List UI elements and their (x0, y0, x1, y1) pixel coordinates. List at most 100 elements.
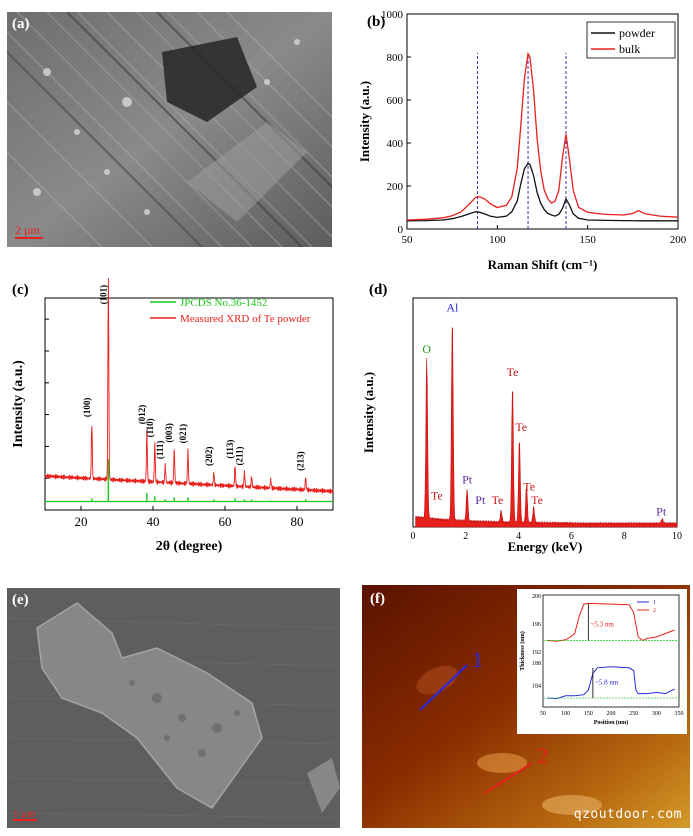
inset-legend-label-1: 1 (653, 600, 656, 606)
element-label: Te (523, 479, 535, 493)
y-axis-label: Intensity (a.u.) (11, 360, 26, 448)
afm-trace-line-1 (419, 664, 468, 711)
panel-label-d: (d) (369, 282, 388, 298)
element-label: Te (431, 489, 443, 503)
inset-annotation-2: ~5.3 nm (591, 621, 615, 629)
element-label: O (422, 342, 431, 356)
panel-e: 1 μm (e) (7, 588, 340, 828)
peak-label: (213) (296, 451, 306, 471)
inset-y-tick-label: 192 (532, 650, 541, 656)
inset-x-tick-label: 250 (629, 711, 638, 717)
element-label: Te (492, 493, 504, 507)
x-tick-label: 0 (411, 531, 416, 542)
element-label: Te (515, 420, 527, 434)
panel-f: 1 2 200 196 192 188 184 50 100 150 200 250 300 350 ~… (362, 585, 690, 828)
inset-y-tick-label: 188 (532, 661, 541, 667)
peak-label: (101) (98, 285, 108, 305)
element-label: Pt (656, 505, 667, 519)
peak-label: (110) (145, 418, 155, 437)
panel-d: 0 2 4 6 8 10 O Al Te Pt Pt Te Te Te Te Te Pt Energy (keV)… (345, 278, 693, 568)
inset-y-axis-label: Thickness (nm) (519, 631, 526, 671)
panel-label-a: (a) (12, 16, 30, 32)
plot-frame (406, 13, 679, 230)
afm-profile-chart: 200 196 192 188 184 50 100 150 200 250 300 350 ~5.3 … (519, 594, 684, 726)
y-axis-label: Intensity (a.u.) (357, 81, 372, 162)
legend-label-powder: powder (619, 26, 655, 40)
raman-chart: 0 200 400 600 800 1000 50 100 150 200 powder bulk Ra… (357, 9, 687, 272)
panel-label-e: (e) (12, 592, 29, 608)
y-tick-label: 400 (387, 138, 404, 150)
scale-bar-label-a: 2 μm (15, 223, 40, 237)
inset-series-1 (547, 666, 675, 700)
peak-label: (211) (234, 446, 244, 465)
inset-y-tick-label: 200 (532, 594, 541, 600)
element-label: Al (446, 301, 459, 315)
xrd-chart: 20 40 60 80 (100) (101) (012)(110)(111)(003) (0… (11, 277, 334, 554)
x-axis-label: Raman Shift (cm⁻¹) (488, 257, 598, 272)
series-line-powder (406, 162, 678, 222)
panel-a: 2 μm (a) (7, 12, 332, 247)
inset-x-axis-label: Position (nm) (594, 719, 629, 726)
inset-series-2 (547, 602, 675, 642)
x-tick-label: 200 (670, 234, 687, 246)
panel-label-b: (b) (367, 14, 386, 30)
y-tick-label: 1000 (381, 9, 404, 21)
inset-y-tick-label: 184 (532, 684, 541, 690)
inset-x-tick-label: 300 (652, 711, 661, 717)
x-tick-label: 10 (672, 531, 682, 542)
inset-x-tick-label: 150 (584, 711, 593, 717)
element-label: Pt (462, 472, 473, 486)
afm-trace-label-1: 1 (472, 647, 483, 672)
eds-spectrum (415, 327, 678, 528)
sem-image-e: 1 μm (7, 588, 340, 828)
x-tick-label: 4 (516, 531, 521, 542)
x-tick-label: 50 (402, 234, 414, 246)
legend-label-bulk: bulk (619, 42, 640, 56)
peak-label: (021) (178, 424, 188, 444)
legend-label: JPCDS No.36-1452 (180, 297, 267, 309)
panel-b: 0 200 400 600 800 1000 50 100 150 200 powder bulk Ra… (345, 0, 693, 280)
inset-frame (542, 594, 680, 708)
x-tick-label: 60 (219, 514, 232, 529)
peak-label: (113) (225, 440, 235, 459)
afm-inset: 200 196 192 188 184 50 100 150 200 250 300 350 ~5.3 … (517, 589, 687, 734)
measured-xrd-line (44, 277, 334, 494)
x-tick-label: 20 (75, 514, 88, 529)
y-tick-label: 200 (387, 181, 404, 193)
element-label: Pt (475, 493, 486, 507)
inset-legend-label-2: 2 (653, 608, 656, 614)
panel-label-f: (f) (370, 591, 385, 607)
legend-label: Measured XRD of Te powder (180, 313, 311, 325)
y-tick-label: 800 (387, 52, 404, 64)
x-tick-label: 80 (291, 514, 304, 529)
y-tick-label: 0 (398, 224, 404, 236)
panel-label-c: (c) (12, 282, 29, 298)
inset-x-tick-label: 100 (561, 711, 570, 717)
x-tick-label: 150 (579, 234, 596, 246)
legend-box (586, 21, 676, 59)
peak-label: (111) (155, 441, 165, 460)
x-tick-label: 8 (622, 531, 627, 542)
inset-annotation-1: ~5.8 nm (595, 679, 619, 687)
x-axis-label: Energy (keV) (508, 539, 583, 554)
x-axis-label: 2θ (degree) (156, 539, 223, 554)
plot-frame (44, 297, 334, 511)
y-tick-label: 600 (387, 95, 404, 107)
watermark: qzoutdoor.com (573, 807, 682, 822)
peak-label: (012) (137, 405, 147, 425)
x-tick-label: 100 (489, 234, 506, 246)
x-tick-label: 40 (147, 514, 160, 529)
inset-y-tick-label: 196 (532, 622, 541, 628)
y-axis-label: Intensity (a.u.) (361, 372, 376, 453)
x-tick-label: 2 (463, 531, 468, 542)
peak-label: (003) (164, 423, 174, 443)
peak-label: (202) (204, 446, 214, 466)
inset-x-tick-label: 350 (675, 711, 684, 717)
scale-bar-label-e: 1 μm (13, 808, 36, 820)
panel-c: 20 40 60 80 (100) (101) (012) (110) (111) (003) (0… (0, 277, 345, 568)
sem-image-a: 2 μm (7, 12, 332, 247)
element-label: Te (507, 365, 519, 379)
series-line-bulk (406, 51, 679, 221)
afm-trace-label-2: 2 (537, 743, 548, 768)
